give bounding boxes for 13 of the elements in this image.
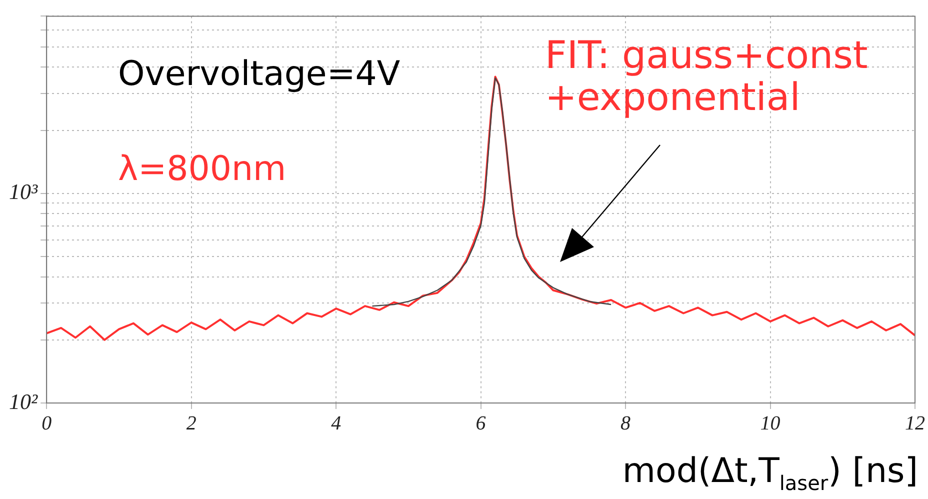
annotation: λ=800nm: [118, 149, 286, 189]
x-tick-label: 0: [42, 412, 52, 434]
annotation: Overvoltage=4V: [118, 54, 400, 94]
x-tick-label: 2: [186, 412, 196, 434]
annotation: FIT: gauss+const +exponential: [545, 33, 868, 119]
y-tick-label: 10²: [8, 388, 38, 414]
x-axis-title: mod(Δt,T$_{laser}$) [ns]: [622, 451, 918, 495]
x-tick-label: 6: [476, 412, 486, 434]
x-tick-label: 4: [331, 412, 342, 434]
x-tick-label: 12: [905, 412, 925, 434]
x-tick-label: 8: [620, 412, 631, 434]
y-tick-label: 10³: [8, 179, 38, 204]
x-tick-label: 10: [760, 412, 780, 434]
